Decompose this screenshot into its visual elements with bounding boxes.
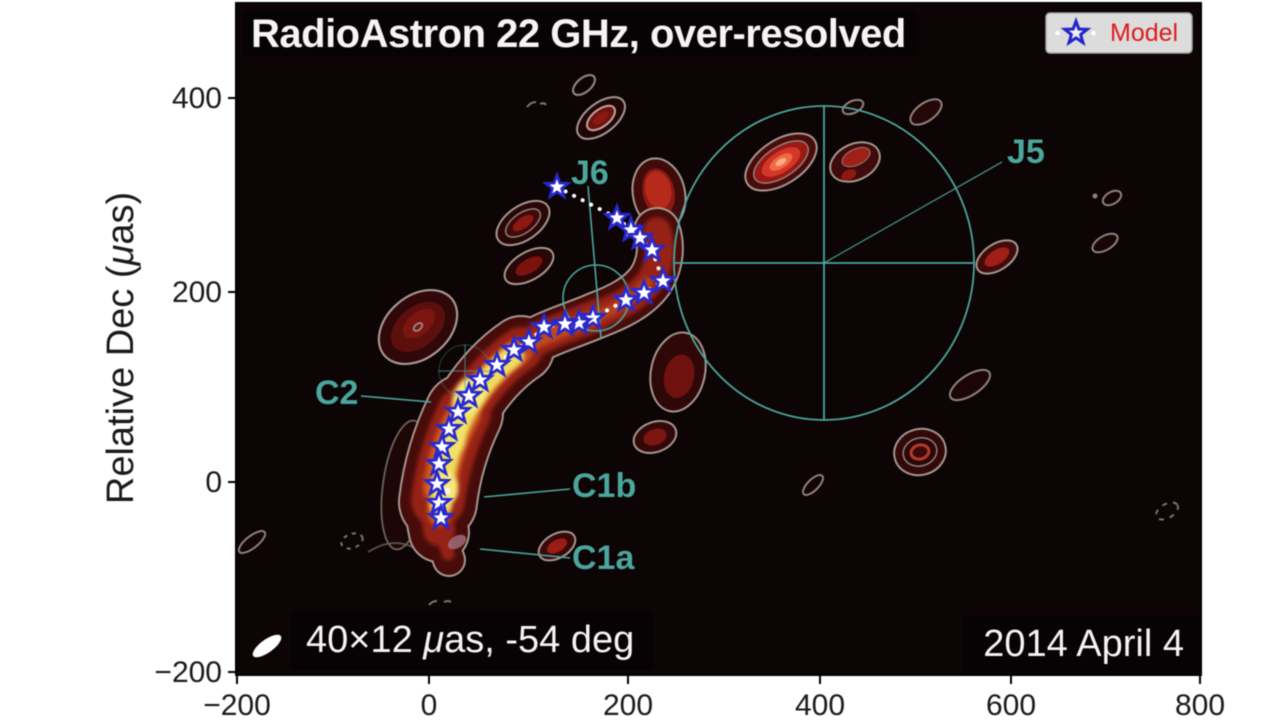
svg-text:200: 200 (172, 276, 222, 309)
svg-text:0: 0 (421, 689, 438, 720)
svg-text:RadioAstron 22 GHz, over-resol: RadioAstron 22 GHz, over-resolved (251, 12, 906, 56)
svg-text:Relative Dec (μas): Relative Dec (μas) (100, 192, 142, 504)
svg-text:800: 800 (1175, 689, 1225, 720)
svg-text:40×12 μas, -54 deg: 40×12 μas, -54 deg (306, 619, 634, 661)
svg-text:400: 400 (795, 689, 845, 720)
svg-text:J6: J6 (571, 154, 609, 192)
svg-text:0: 0 (205, 466, 222, 499)
svg-text:−200: −200 (154, 656, 222, 689)
svg-text:−200: −200 (203, 689, 271, 720)
svg-text:C2: C2 (315, 374, 358, 412)
svg-text:400: 400 (172, 82, 222, 115)
svg-text:2014 April 4: 2014 April 4 (983, 623, 1184, 665)
svg-text:200: 200 (603, 689, 653, 720)
svg-text:C1b: C1b (572, 467, 636, 505)
svg-text:600: 600 (986, 689, 1036, 720)
svg-text:Model: Model (1110, 19, 1178, 47)
svg-text:J5: J5 (1007, 133, 1045, 171)
svg-text:C1a: C1a (572, 539, 635, 577)
